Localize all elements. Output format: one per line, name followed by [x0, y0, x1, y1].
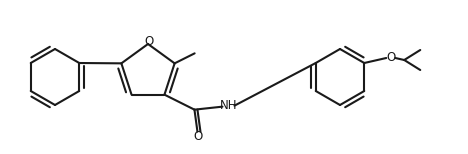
Text: O: O [387, 51, 396, 63]
Text: O: O [144, 34, 154, 47]
Text: O: O [194, 130, 203, 143]
Text: NH: NH [219, 99, 237, 112]
